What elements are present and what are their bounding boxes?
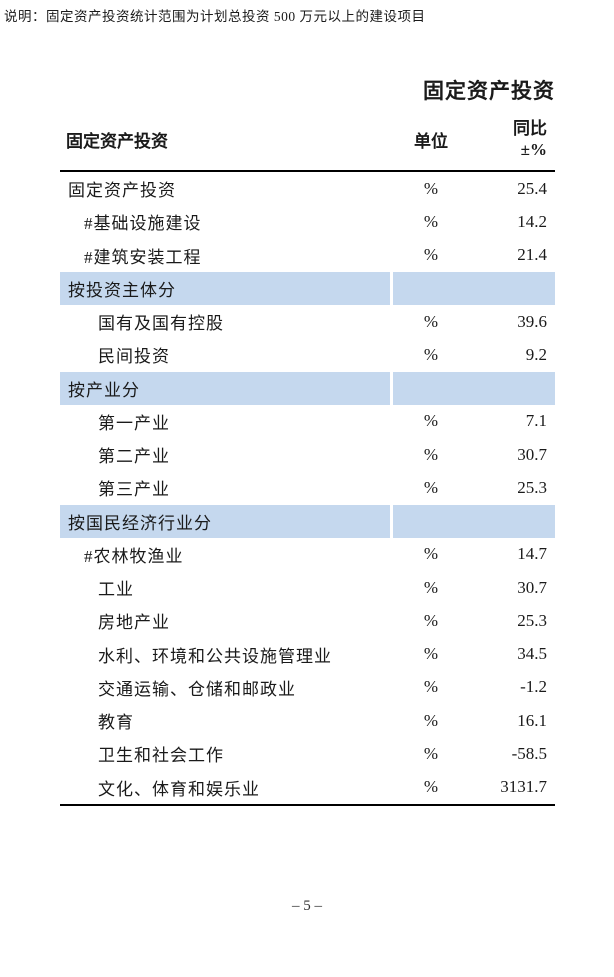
row-value: -1.2 xyxy=(520,677,547,697)
table-row: 国有及国有控股% 39.6 xyxy=(60,305,555,338)
table-row: 卫生和社会工作% -58.5 xyxy=(60,737,555,770)
row-value: 7.1 xyxy=(525,411,547,431)
header-unit-column: 单位 xyxy=(414,131,448,151)
table-row: #基础设施建设% 14.2 xyxy=(60,205,555,238)
header-yoy-column: 同比 ±% xyxy=(472,108,555,170)
row-value: 25.3 xyxy=(517,477,547,497)
header-label-column: 固定资产投资 xyxy=(66,131,168,151)
investment-table: 固定资产投资 单位 同比 ±% 固定资产投资% 25.4 #基础设施建设% 14.2 #… xyxy=(60,108,555,806)
section-gap xyxy=(390,371,393,405)
header-yoy-line1: 同比 xyxy=(513,118,547,138)
row-label: 第三产业 xyxy=(98,480,170,500)
row-label: #农林牧渔业 xyxy=(84,546,184,566)
page-title: 固定资产投资 xyxy=(423,80,555,103)
row-value: 9.2 xyxy=(525,344,547,364)
row-unit: % xyxy=(423,577,439,597)
row-label: 第二产业 xyxy=(98,447,170,467)
row-label: 第一产业 xyxy=(98,413,170,433)
row-unit: % xyxy=(423,743,439,763)
table-row: 工业% 30.7 xyxy=(60,571,555,604)
investment-table-body: 固定资产投资% 25.4 #基础设施建设% 14.2 #建筑安装工程% 21.4 按投资主体… xyxy=(60,172,555,806)
section-gap xyxy=(390,504,393,538)
section-label: 按产业分 xyxy=(60,371,390,405)
table-row: #农林牧渔业% 14.7 xyxy=(60,538,555,571)
table-row: 民间投资% 9.2 xyxy=(60,338,555,371)
section-gap xyxy=(390,271,393,305)
header-yoy-line2: ±% xyxy=(520,140,547,159)
row-label: 工业 xyxy=(98,580,134,600)
table-footnote: 说明：固定资产投资统计范围为计划总投资 500 万元以上的建设项目 xyxy=(4,9,426,24)
row-label: 卫生和社会工作 xyxy=(98,746,224,766)
table-section-row: 按产业分 xyxy=(60,371,555,405)
row-label: #建筑安装工程 xyxy=(84,247,202,267)
table-row: 文化、体育和娱乐业% 3131.7 xyxy=(60,771,555,804)
row-value: 21.4 xyxy=(517,245,547,265)
row-unit: % xyxy=(423,477,439,497)
table-row: 第三产业% 25.3 xyxy=(60,471,555,504)
table-row: 交通运输、仓储和邮政业% -1.2 xyxy=(60,671,555,704)
table-row: 固定资产投资% 25.4 xyxy=(60,172,555,205)
row-unit: % xyxy=(423,444,439,464)
row-value: 39.6 xyxy=(517,311,547,331)
row-value: 14.7 xyxy=(517,544,547,564)
row-unit: % xyxy=(423,544,439,564)
table-header-row: 固定资产投资 单位 同比 ±% xyxy=(60,108,555,172)
row-unit: % xyxy=(423,178,439,198)
row-unit: % xyxy=(423,344,439,364)
row-label: #基础设施建设 xyxy=(84,214,202,234)
row-value: 14.2 xyxy=(517,211,547,231)
section-label: 按国民经济行业分 xyxy=(60,504,390,538)
row-label: 文化、体育和娱乐业 xyxy=(98,779,260,799)
row-value: 16.1 xyxy=(517,710,547,730)
table-section-row: 按投资主体分 xyxy=(60,271,555,305)
row-value: 3131.7 xyxy=(500,777,547,797)
row-unit: % xyxy=(423,610,439,630)
row-label: 水利、环境和公共设施管理业 xyxy=(98,646,332,666)
row-label: 民间投资 xyxy=(98,347,170,367)
row-unit: % xyxy=(423,311,439,331)
row-label: 教育 xyxy=(98,713,134,733)
row-unit: % xyxy=(423,245,439,265)
row-value: -58.5 xyxy=(511,743,547,763)
page-number: – 5 – xyxy=(292,898,322,914)
row-unit: % xyxy=(423,211,439,231)
section-fill xyxy=(393,504,555,538)
section-fill xyxy=(393,271,555,305)
row-unit: % xyxy=(423,710,439,730)
table-row: 水利、环境和公共设施管理业% 34.5 xyxy=(60,638,555,671)
table-row: #建筑安装工程% 21.4 xyxy=(60,239,555,272)
row-label: 交通运输、仓储和邮政业 xyxy=(98,679,296,699)
row-value: 30.7 xyxy=(517,444,547,464)
row-label: 固定资产投资 xyxy=(68,181,176,201)
row-value: 30.7 xyxy=(517,577,547,597)
row-value: 25.3 xyxy=(517,610,547,630)
row-label: 房地产业 xyxy=(98,613,170,633)
row-unit: % xyxy=(423,411,439,431)
row-unit: % xyxy=(423,677,439,697)
table-row: 教育% 16.1 xyxy=(60,704,555,737)
row-unit: % xyxy=(423,777,439,797)
section-label: 按投资主体分 xyxy=(60,271,390,305)
row-value: 25.4 xyxy=(517,178,547,198)
table-section-row: 按国民经济行业分 xyxy=(60,504,555,538)
table-row: 第一产业% 7.1 xyxy=(60,405,555,438)
section-fill xyxy=(393,371,555,405)
row-unit: % xyxy=(423,644,439,664)
row-value: 34.5 xyxy=(517,644,547,664)
table-row: 第二产业% 30.7 xyxy=(60,438,555,471)
row-label: 国有及国有控股 xyxy=(98,314,224,334)
table-row: 房地产业% 25.3 xyxy=(60,604,555,637)
